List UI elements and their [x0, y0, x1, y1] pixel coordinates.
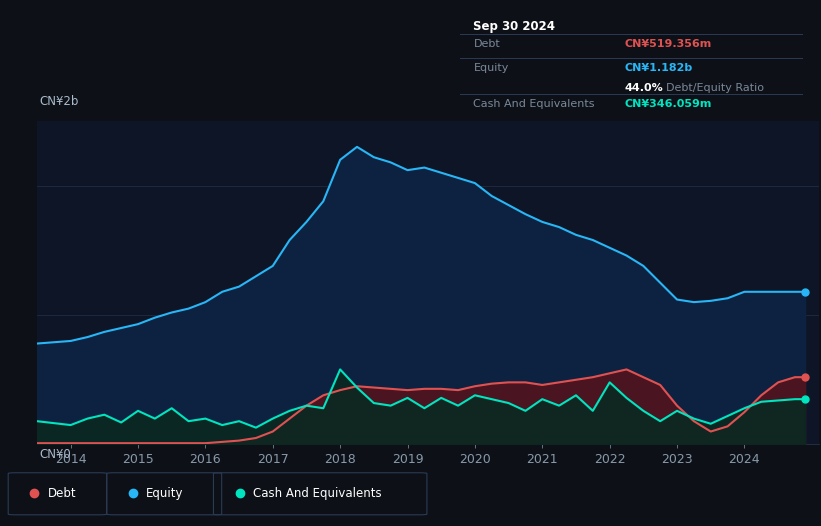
Text: Debt: Debt — [48, 487, 76, 500]
Text: Sep 30 2024: Sep 30 2024 — [474, 20, 556, 33]
Text: Cash And Equivalents: Cash And Equivalents — [253, 487, 382, 500]
Text: Cash And Equivalents: Cash And Equivalents — [474, 99, 595, 109]
Text: Equity: Equity — [146, 487, 184, 500]
Text: Debt/Equity Ratio: Debt/Equity Ratio — [666, 83, 764, 93]
Text: Equity: Equity — [474, 63, 509, 73]
Text: CN¥0: CN¥0 — [39, 448, 71, 461]
Text: Debt: Debt — [474, 39, 500, 49]
Text: 44.0%: 44.0% — [625, 83, 663, 93]
Text: CN¥2b: CN¥2b — [39, 95, 79, 108]
Text: CN¥346.059m: CN¥346.059m — [625, 99, 712, 109]
Text: CN¥519.356m: CN¥519.356m — [625, 39, 712, 49]
Text: CN¥1.182b: CN¥1.182b — [625, 63, 693, 73]
